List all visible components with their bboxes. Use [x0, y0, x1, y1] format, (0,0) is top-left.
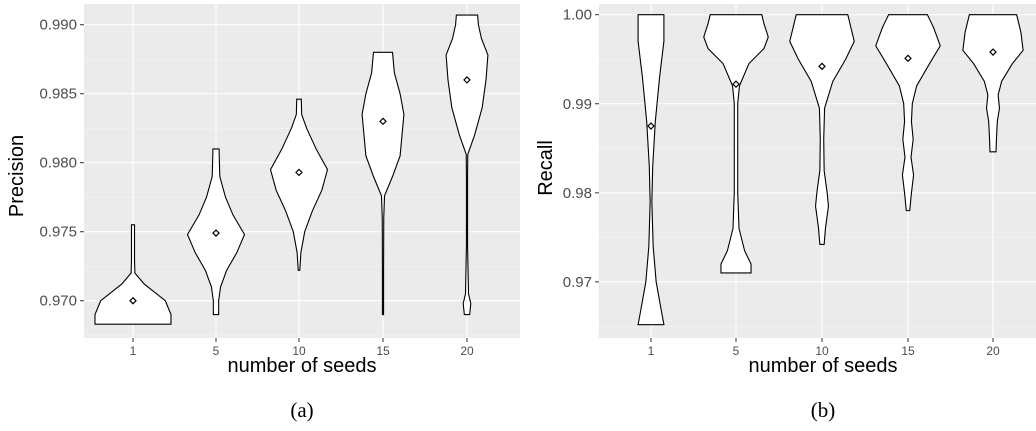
x-tick-label: 5	[213, 344, 220, 358]
x-tick-label: 1	[648, 344, 655, 358]
x-tick-label: 5	[733, 344, 740, 358]
y-tick-label: 0.975	[39, 224, 77, 241]
x-tick-label: 20	[986, 344, 1000, 358]
x-tick-label: 15	[901, 344, 915, 358]
caption-b: (b)	[811, 398, 836, 422]
y-tick-label: 0.98	[563, 185, 592, 202]
y-tick-label: 0.97	[563, 274, 592, 291]
y-tick-label: 0.99	[563, 96, 592, 113]
x-axis-title: number of seeds	[228, 355, 377, 377]
y-tick-label: 0.970	[39, 293, 77, 310]
y-tick-label: 0.990	[39, 17, 77, 34]
x-tick-label: 20	[460, 344, 474, 358]
y-tick-label: 0.985	[39, 86, 77, 103]
y-axis-title: Precision	[6, 135, 28, 217]
y-axis-title: Recall	[535, 140, 557, 196]
x-axis-title: number of seeds	[749, 355, 898, 377]
x-tick-label: 15	[376, 344, 390, 358]
plot-area: 0.970.980.991.001 5 10 15 20	[563, 4, 1036, 358]
x-tick-label: 1	[130, 344, 137, 358]
y-tick-label: 0.980	[39, 155, 77, 172]
caption-a: (a)	[290, 398, 313, 422]
y-tick-label: 1.00	[563, 7, 592, 24]
recall-chart: 0.970.980.991.001 5 10 15 20 (b) number of s…	[535, 4, 1036, 422]
